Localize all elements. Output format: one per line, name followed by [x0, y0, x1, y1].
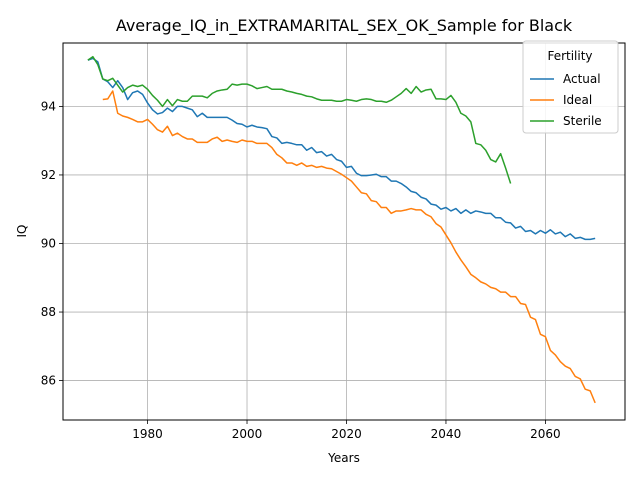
series-lines — [87, 55, 596, 404]
x-tick-label: 2020 — [331, 427, 362, 441]
y-tick-label: 88 — [41, 305, 56, 319]
x-tick-label: 1980 — [132, 427, 163, 441]
series-line-actual — [87, 57, 596, 241]
series-line-ideal — [102, 90, 596, 404]
y-tick-label: 86 — [41, 374, 56, 388]
y-tick-label: 92 — [41, 168, 56, 182]
legend-title: Fertility — [547, 49, 592, 63]
x-axis-label: Years — [327, 451, 360, 465]
x-tick-label: 2040 — [431, 427, 462, 441]
legend-label-ideal: Ideal — [563, 93, 592, 107]
chart-title: Average_IQ_in_EXTRAMARITAL_SEX_OK_Sample… — [116, 16, 573, 36]
legend-entries: Actual Ideal Sterile — [530, 72, 602, 128]
legend-label-sterile: Sterile — [563, 114, 602, 128]
plot-frame — [62, 42, 626, 421]
y-tick-label: 90 — [41, 236, 56, 250]
axis-ticks: 1980 2000 2020 2040 2060 86 88 90 92 94 — [41, 99, 561, 441]
legend-label-actual: Actual — [563, 72, 601, 86]
series-line-sterile — [87, 55, 512, 184]
legend-box — [522, 40, 619, 134]
x-tick-label: 2000 — [232, 427, 263, 441]
y-tick-label: 94 — [41, 99, 56, 113]
legend: Fertility Actual Ideal Sterile — [522, 40, 619, 134]
y-axis-label: IQ — [15, 225, 29, 238]
x-tick-label: 2060 — [530, 427, 561, 441]
